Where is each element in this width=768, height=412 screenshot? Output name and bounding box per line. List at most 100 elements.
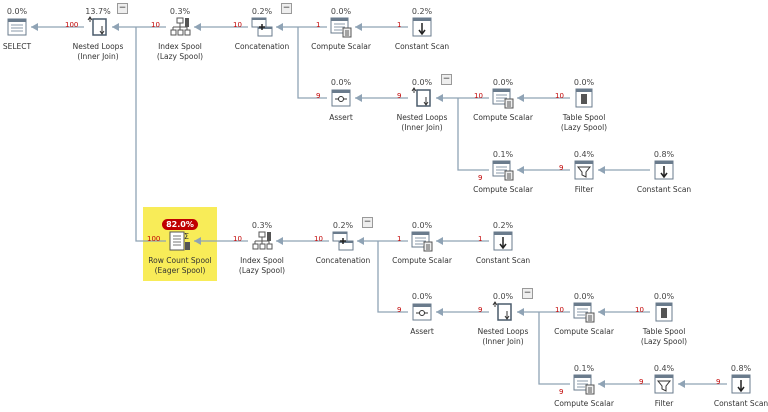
arrow-head bbox=[598, 166, 605, 174]
nested-loops-icon bbox=[87, 16, 107, 36]
arrow-head bbox=[436, 94, 443, 102]
collapse-button[interactable]: − bbox=[522, 288, 533, 299]
operator-label: Index Spool (Lazy Spool) bbox=[217, 256, 307, 276]
arrow-head bbox=[276, 237, 283, 245]
concatenation-icon bbox=[251, 17, 273, 37]
actual-rows-count: 100 bbox=[65, 21, 79, 29]
actual-rows-count: 1 bbox=[397, 235, 402, 243]
cost-percentage: 0.0% bbox=[653, 292, 675, 301]
actual-rows-count: 10 bbox=[635, 306, 644, 314]
arrow-head bbox=[112, 23, 119, 31]
arrow-head bbox=[31, 23, 38, 31]
cost-percentage: 82.0% bbox=[162, 219, 198, 230]
cost-percentage: 0.8% bbox=[653, 150, 675, 159]
actual-rows-count: 9 bbox=[559, 388, 564, 396]
operator-label-line: (Inner Join) bbox=[482, 337, 524, 346]
operator-label-line: (Inner Join) bbox=[77, 52, 119, 61]
edge-line bbox=[538, 312, 570, 385]
nested-loops-icon bbox=[492, 301, 512, 321]
arrow-head bbox=[194, 23, 201, 31]
constant-scan-icon bbox=[412, 17, 432, 37]
compute-scalar-icon bbox=[330, 17, 352, 38]
operator-label-line: Nested Loops bbox=[396, 113, 448, 122]
operator-label: Compute Scalar bbox=[539, 399, 629, 409]
cost-percentage: 0.2% bbox=[411, 7, 433, 16]
operator-label-line: (Lazy Spool) bbox=[238, 266, 286, 275]
compute-scalar-icon bbox=[573, 302, 595, 323]
cost-percentage: 0.1% bbox=[573, 364, 595, 373]
operator-label-line: Index Spool bbox=[240, 256, 284, 265]
operator-label-line: Assert bbox=[410, 327, 434, 336]
operator-label: Filter bbox=[619, 399, 709, 409]
cost-percentage: 0.0% bbox=[573, 292, 595, 301]
operator-label: Compute Scalar bbox=[458, 113, 548, 123]
operator-label: Constant Scan bbox=[696, 399, 768, 409]
operator-label-line: Compute Scalar bbox=[311, 42, 371, 51]
operator-label-line: (Inner Join) bbox=[401, 123, 443, 132]
collapse-button[interactable]: − bbox=[362, 217, 373, 228]
actual-rows-count: 1 bbox=[478, 235, 483, 243]
cost-percentage: 0.4% bbox=[573, 150, 595, 159]
cost-percentage: 0.0% bbox=[411, 78, 433, 87]
select-icon bbox=[7, 18, 27, 36]
collapse-button[interactable]: − bbox=[441, 74, 452, 85]
collapse-button[interactable]: − bbox=[117, 3, 128, 14]
cost-percentage: 0.2% bbox=[492, 221, 514, 230]
cost-percentage: 0.2% bbox=[332, 221, 354, 230]
table-spool-icon bbox=[575, 88, 593, 108]
operator-label: Concatenation bbox=[298, 256, 388, 266]
operator-label-line: Constant Scan bbox=[713, 399, 768, 408]
operator-label: Index Spool (Lazy Spool) bbox=[135, 42, 225, 62]
arrow-head bbox=[436, 237, 443, 245]
arrow-head bbox=[355, 23, 362, 31]
operator-label-line: Filter bbox=[574, 185, 594, 194]
assert-icon bbox=[412, 303, 432, 321]
constant-scan-icon bbox=[654, 160, 674, 180]
operator-label-line: Filter bbox=[654, 399, 674, 408]
actual-rows-count: 9 bbox=[316, 92, 321, 100]
operator-label: Table Spool (Lazy Spool) bbox=[539, 113, 629, 133]
edge-line bbox=[377, 241, 408, 313]
operator-label: Constant Scan bbox=[377, 42, 467, 52]
operator-label: Nested Loops (Inner Join) bbox=[458, 327, 548, 347]
cost-percentage: 0.8% bbox=[730, 364, 752, 373]
actual-rows-count: 9 bbox=[397, 306, 402, 314]
arrow-head bbox=[598, 308, 605, 316]
operator-label-line: Constant Scan bbox=[636, 185, 692, 194]
actual-rows-count: 10 bbox=[314, 235, 323, 243]
edge-line bbox=[297, 27, 327, 99]
arrow-head bbox=[194, 237, 201, 245]
arrow-head bbox=[517, 166, 524, 174]
operator-label-line: Nested Loops bbox=[72, 42, 124, 51]
operator-label-line: Compute Scalar bbox=[554, 399, 614, 408]
actual-rows-count: 9 bbox=[478, 174, 483, 182]
operator-label-line: Assert bbox=[329, 113, 353, 122]
cost-percentage: 0.0% bbox=[330, 78, 352, 87]
collapse-button[interactable]: − bbox=[281, 3, 292, 14]
cost-percentage: 0.3% bbox=[251, 221, 273, 230]
assert-icon bbox=[331, 89, 351, 107]
arrow-head bbox=[678, 380, 685, 388]
operator-label-line: SELECT bbox=[2, 42, 32, 51]
operator-label-line: Concatenation bbox=[315, 256, 371, 265]
concatenation-icon bbox=[332, 231, 354, 251]
operator-label: Constant Scan bbox=[458, 256, 548, 266]
operator-label-line: Table Spool bbox=[562, 113, 606, 122]
compute-scalar-icon bbox=[573, 374, 595, 395]
operator-label-line: (Lazy Spool) bbox=[156, 52, 204, 61]
actual-rows-count: 9 bbox=[397, 92, 402, 100]
arrow-head bbox=[276, 23, 283, 31]
index-spool-icon bbox=[252, 231, 273, 250]
operator-label-line: Constant Scan bbox=[394, 42, 450, 51]
cost-percentage: 0.0% bbox=[492, 78, 514, 87]
arrow-head bbox=[517, 94, 524, 102]
operator-label: Nested Loops (Inner Join) bbox=[53, 42, 143, 62]
filter-icon bbox=[654, 374, 674, 394]
operator-label-line: Index Spool bbox=[158, 42, 202, 51]
arrow-head bbox=[436, 308, 443, 316]
arrow-head bbox=[517, 308, 524, 316]
actual-rows-count: 1 bbox=[397, 21, 402, 29]
row-count-spool-icon: Σ bbox=[169, 231, 190, 251]
actual-rows-count: 100 bbox=[147, 235, 161, 243]
